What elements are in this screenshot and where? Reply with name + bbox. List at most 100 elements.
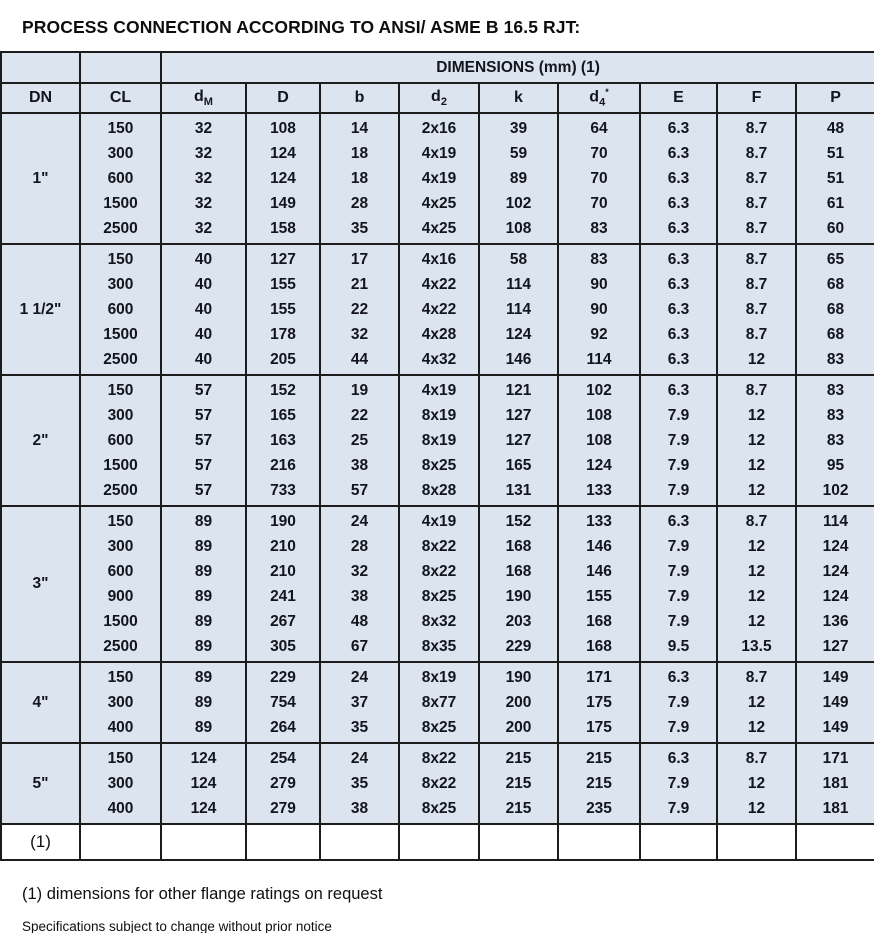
cell-value: 216 <box>270 457 296 474</box>
cell-value: 171 <box>586 669 612 686</box>
cell-value: 6.3 <box>667 351 690 368</box>
cell-value: 8x25 <box>421 800 457 817</box>
cell-value: 70 <box>590 195 608 212</box>
cell-value: 32 <box>194 195 213 212</box>
dn-label: 1 1/2" <box>0 243 81 376</box>
dn-label: 2" <box>0 374 81 507</box>
cell-value: 400 <box>107 719 134 736</box>
cell-value: 51 <box>826 145 845 162</box>
cell-value: 155 <box>586 588 612 605</box>
dn-section-1: 1" 150 300 600 1500 2500 32 32 32 32 32 108 124 124 14… <box>0 112 874 245</box>
data-cell: 6.3 7.9 7.9 7.9 7.9 <box>639 374 718 507</box>
cl-cell: 150 300 600 900 1500 2500 <box>79 505 162 663</box>
data-cell: 127 155 155 178 205 <box>245 243 321 376</box>
cell-value: 89 <box>194 613 213 630</box>
dn-section-5: 5" 150 300 400 124 124 124 254 279 279 24 35 38 8x22 8… <box>0 742 874 825</box>
cell-value: 108 <box>586 407 612 424</box>
cell-value: 89 <box>194 588 213 605</box>
cell-value: 279 <box>270 775 296 792</box>
dn-section-2: 2" 150 300 600 1500 2500 57 57 57 57 57 152 165 163 21… <box>0 374 874 507</box>
cell-value: 6.3 <box>667 170 690 187</box>
empty-cell <box>639 823 718 861</box>
empty-cell <box>245 823 321 861</box>
cell-value: 7.9 <box>667 775 690 792</box>
cell-value: 8x19 <box>421 407 457 424</box>
cell-value: 8.7 <box>745 170 768 187</box>
disclaimer-text: Specifications subject to change without… <box>22 919 332 933</box>
cell-value: 40 <box>194 301 213 318</box>
cell-value: 7.9 <box>667 800 690 817</box>
cell-value: 8.7 <box>745 301 768 318</box>
empty-cell <box>557 823 641 861</box>
cell-value: 205 <box>270 351 296 368</box>
cell-value: 48 <box>826 120 845 137</box>
cell-value: 38 <box>350 588 369 605</box>
cell-value: 215 <box>505 800 532 817</box>
cell-value: 8x32 <box>421 613 457 630</box>
cell-value: 900 <box>107 588 134 605</box>
cell-value: 149 <box>822 719 849 736</box>
cell-value: 8.7 <box>745 326 768 343</box>
cell-value: 59 <box>509 145 528 162</box>
dn-section-4: 4" 150 300 400 89 89 89 229 754 264 24 37 35 8x19 8x77… <box>0 661 874 744</box>
cell-value: 146 <box>505 351 532 368</box>
cell-value: 58 <box>509 251 528 268</box>
cell-value: 83 <box>590 220 608 237</box>
data-cell: 39 59 89 102 108 <box>478 112 559 245</box>
cell-value: 190 <box>505 669 532 686</box>
empty-cell <box>794 823 874 861</box>
data-cell: 89 89 89 <box>160 661 247 744</box>
cell-value: 8.7 <box>745 120 768 137</box>
cell-value: 133 <box>586 513 612 530</box>
cell-value: 8.7 <box>745 382 768 399</box>
cell-value: 124 <box>822 538 849 555</box>
data-cell: 24 35 38 <box>319 742 400 825</box>
cell-value: 35 <box>350 775 369 792</box>
cell-value: 7.9 <box>667 694 690 711</box>
cell-value: 7.9 <box>667 563 690 580</box>
empty-cell <box>79 823 162 861</box>
cell-value: 8x25 <box>421 588 457 605</box>
cell-value: 8.7 <box>745 195 768 212</box>
cell-value: 7.9 <box>667 538 690 555</box>
page-title: PROCESS CONNECTION ACCORDING TO ANSI/ AS… <box>22 17 581 37</box>
column-header-b: b <box>319 82 400 114</box>
cell-value: 92 <box>590 326 608 343</box>
cell-value: 83 <box>590 251 608 268</box>
cell-value: 200 <box>505 719 532 736</box>
data-cell: 171 175 175 <box>557 661 641 744</box>
data-cell: 171 181 181 <box>794 742 874 825</box>
data-cell: 64 70 70 70 83 <box>557 112 641 245</box>
cell-value: 12 <box>747 694 766 711</box>
data-cell: 8x19 8x77 8x25 <box>398 661 480 744</box>
cell-value: 12 <box>747 775 766 792</box>
cell-value: 24 <box>350 750 369 767</box>
data-cell: 215 215 235 <box>557 742 641 825</box>
data-cell: 14 18 18 28 35 <box>319 112 400 245</box>
data-cell: 17 21 22 32 44 <box>319 243 400 376</box>
cell-value: 102 <box>822 482 849 499</box>
cell-value: 149 <box>270 195 296 212</box>
column-header-cl: CL <box>79 82 162 114</box>
cell-value: 4x22 <box>421 276 457 293</box>
data-cell: 2x16 4x19 4x19 4x25 4x25 <box>398 112 480 245</box>
cell-value: 32 <box>194 145 213 162</box>
cell-value: 89 <box>194 669 213 686</box>
cell-value: 32 <box>350 563 369 580</box>
cell-value: 8.7 <box>745 220 768 237</box>
cell-value: 18 <box>350 170 369 187</box>
data-cell: 149 149 149 <box>794 661 874 744</box>
data-cell: 48 51 51 61 60 <box>794 112 874 245</box>
data-cell: 4x19 8x22 8x22 8x25 8x32 8x35 <box>398 505 480 663</box>
cell-value: 12 <box>747 351 766 368</box>
cell-value: 133 <box>586 482 612 499</box>
cell-value: 28 <box>350 195 369 212</box>
cell-value: 108 <box>586 432 612 449</box>
empty-cell <box>716 823 797 861</box>
data-cell: 124 124 124 <box>160 742 247 825</box>
cell-value: 168 <box>586 638 612 655</box>
cell-value: 40 <box>194 326 213 343</box>
cell-value: 150 <box>107 382 134 399</box>
